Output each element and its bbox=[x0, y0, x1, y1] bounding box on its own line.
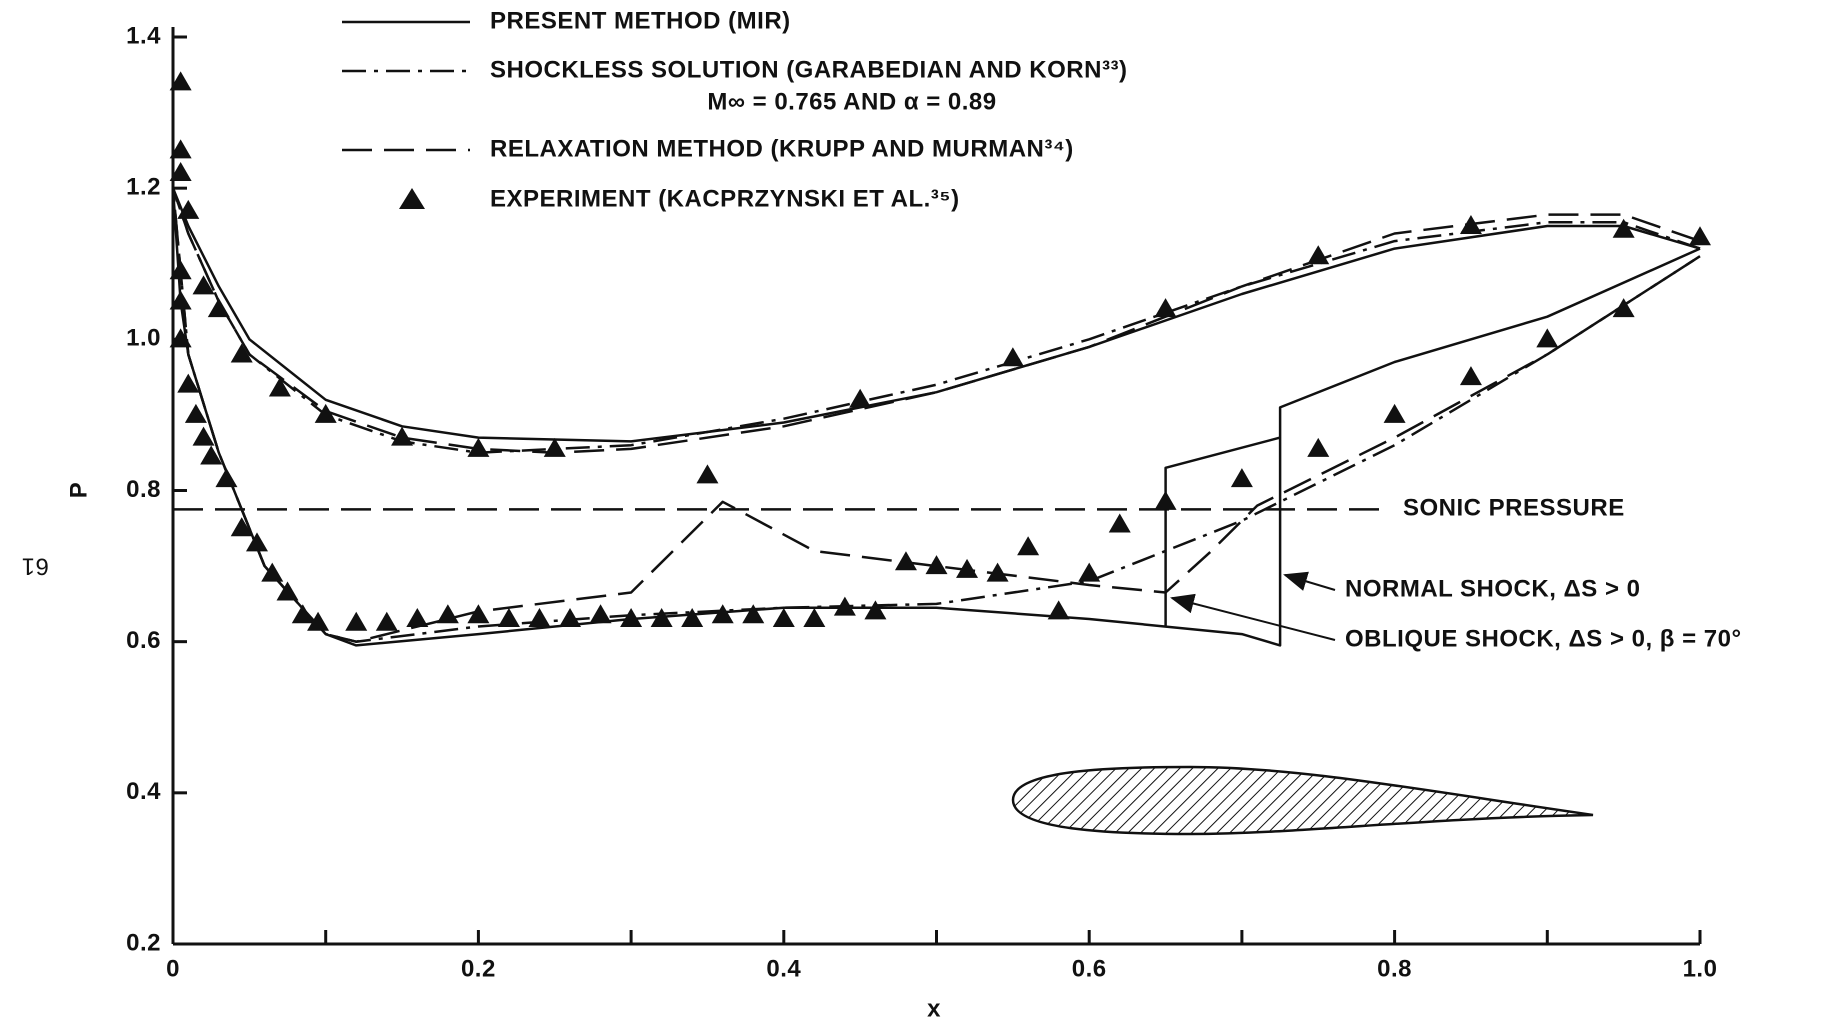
data-point bbox=[1017, 536, 1040, 556]
data-point bbox=[169, 162, 192, 182]
x-tick-label: 0.6 bbox=[1072, 955, 1107, 982]
data-point bbox=[230, 517, 253, 537]
legend-swatch bbox=[399, 188, 425, 209]
x-tick-label: 0.2 bbox=[461, 955, 496, 982]
y-axis-label: P bbox=[65, 482, 92, 499]
data-point bbox=[192, 275, 215, 295]
annotation: NORMAL SHOCK, ΔS > 0 bbox=[1345, 575, 1641, 602]
data-point bbox=[169, 260, 192, 280]
data-point bbox=[169, 71, 192, 91]
data-point bbox=[177, 199, 200, 219]
data-point bbox=[276, 581, 299, 601]
data-point bbox=[849, 388, 872, 408]
data-point bbox=[559, 607, 582, 627]
data-point bbox=[772, 607, 795, 627]
annotation-arrow bbox=[1170, 593, 1336, 641]
data-point bbox=[711, 604, 734, 624]
data-point bbox=[307, 611, 330, 631]
y-tick-label: 0.8 bbox=[126, 476, 161, 503]
data-point bbox=[169, 139, 192, 159]
data-point bbox=[314, 403, 337, 423]
data-point bbox=[620, 607, 643, 627]
data-point bbox=[696, 464, 719, 484]
data-point bbox=[681, 607, 704, 627]
data-point bbox=[1689, 226, 1711, 246]
data-point bbox=[956, 558, 979, 578]
data-point bbox=[345, 611, 368, 631]
data-point bbox=[497, 607, 520, 627]
data-point bbox=[864, 600, 887, 620]
airfoil bbox=[1011, 765, 1594, 836]
data-point bbox=[650, 607, 673, 627]
data-point bbox=[169, 328, 192, 348]
y-tick-label: 0.2 bbox=[126, 929, 161, 956]
data-point bbox=[1383, 403, 1406, 423]
data-point bbox=[1047, 600, 1070, 620]
data-point bbox=[200, 445, 223, 465]
data-point bbox=[192, 426, 215, 446]
data-point bbox=[215, 468, 238, 488]
data-point bbox=[1108, 513, 1131, 533]
y-tick-label: 1.4 bbox=[126, 22, 161, 49]
data-point bbox=[207, 298, 230, 318]
data-point bbox=[1078, 562, 1101, 582]
data-point bbox=[742, 604, 765, 624]
data-point bbox=[1001, 347, 1024, 367]
x-axis-label: x bbox=[927, 995, 941, 1019]
data-point bbox=[1459, 214, 1482, 234]
sonic-pressure-label: SONIC PRESSURE bbox=[1403, 495, 1625, 522]
data-point bbox=[467, 604, 490, 624]
data-point bbox=[1154, 298, 1177, 318]
page-number: 61 bbox=[21, 553, 49, 580]
data-point bbox=[986, 562, 1009, 582]
data-point bbox=[268, 377, 291, 397]
x-tick-label: 0 bbox=[166, 955, 180, 982]
legend-label: SHOCKLESS SOLUTION (GARABEDIAN AND KORN³… bbox=[490, 56, 1127, 83]
annotation: OBLIQUE SHOCK, ΔS > 0, β = 70° bbox=[1345, 625, 1742, 652]
data-point bbox=[391, 426, 414, 446]
y-tick-label: 0.6 bbox=[126, 627, 161, 654]
data-point bbox=[1154, 490, 1177, 510]
data-point bbox=[177, 373, 200, 393]
annotation-arrow bbox=[1283, 571, 1336, 591]
legend-label: PRESENT METHOD (MIR) bbox=[490, 7, 791, 34]
data-point bbox=[1536, 328, 1559, 348]
y-tick-label: 0.4 bbox=[126, 778, 161, 805]
data-point bbox=[925, 555, 948, 575]
data-point bbox=[375, 611, 398, 631]
x-tick-label: 0.4 bbox=[766, 955, 801, 982]
legend-label: RELAXATION METHOD (KRUPP AND MURMAN³⁴) bbox=[490, 135, 1074, 162]
data-point bbox=[245, 532, 268, 552]
data-point bbox=[528, 607, 551, 627]
x-tick-label: 1.0 bbox=[1683, 955, 1718, 982]
data-point bbox=[261, 562, 284, 582]
y-tick-label: 1.0 bbox=[126, 325, 161, 352]
data-point bbox=[184, 403, 207, 423]
data-point bbox=[833, 596, 856, 616]
data-point bbox=[1307, 437, 1330, 457]
x-tick-label: 0.8 bbox=[1377, 955, 1412, 982]
data-point bbox=[894, 551, 917, 571]
data-point bbox=[803, 607, 826, 627]
data-point bbox=[291, 604, 314, 624]
legend-note: M∞ = 0.765 AND α = 0.89 bbox=[707, 88, 996, 115]
data-point bbox=[467, 437, 490, 457]
data-point bbox=[589, 604, 612, 624]
legend-label: EXPERIMENT (KACPRZYNSKI ET AL.³⁵) bbox=[490, 185, 960, 212]
data-point bbox=[1307, 245, 1330, 265]
y-tick-label: 1.2 bbox=[126, 174, 161, 201]
data-point bbox=[1459, 366, 1482, 386]
data-point bbox=[1612, 218, 1635, 238]
data-point bbox=[230, 343, 253, 363]
data-point bbox=[436, 604, 459, 624]
data-point bbox=[169, 290, 192, 310]
series-line bbox=[171, 186, 1701, 643]
data-point bbox=[406, 607, 429, 627]
data-point bbox=[1230, 468, 1253, 488]
data-point bbox=[543, 437, 566, 457]
data-point bbox=[1612, 298, 1635, 318]
